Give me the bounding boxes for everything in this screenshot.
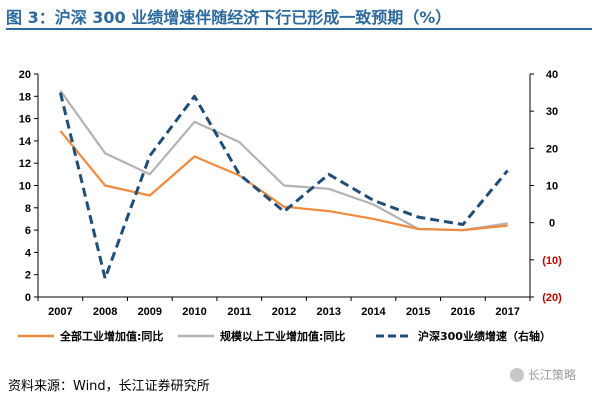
legend-item-industry: 全部工业增加值:同比 <box>18 329 163 343</box>
x-tick-label: 2015 <box>406 306 430 318</box>
x-tick-label: 2012 <box>272 306 296 318</box>
x-tick-label: 2008 <box>93 306 117 318</box>
legend-item-hs300: 沪深300业绩增速（右轴） <box>376 329 551 343</box>
right-tick-label: 10 <box>546 181 558 193</box>
left-tick-label: 10 <box>19 181 31 193</box>
left-tick-label: 18 <box>19 91 31 103</box>
figure-title: 图 3：沪深 300 业绩增速伴随经济下行已形成一致预期（%） <box>6 8 452 27</box>
series-industry-line <box>59 130 508 232</box>
right-tick-label: 40 <box>546 69 558 81</box>
series-above-scale-line <box>59 90 508 232</box>
left-tick-label: 12 <box>19 158 31 170</box>
series-group <box>58 90 509 280</box>
left-tick-label: 8 <box>25 203 31 215</box>
left-tick-label: 0 <box>25 292 31 304</box>
legend-label: 规模以上工业增加值:同比 <box>220 329 345 343</box>
wechat-icon <box>510 367 524 382</box>
x-tick-label: 2009 <box>138 306 162 318</box>
right-tick-label: (20) <box>542 292 562 304</box>
source-note: 资料来源：Wind，长江证券研究所 <box>8 379 210 394</box>
right-axis-ticks: (20) (10) 0 10 20 30 40 <box>530 69 562 304</box>
title-divider <box>6 28 592 30</box>
legend-label: 全部工业增加值:同比 <box>59 329 163 343</box>
right-tick-label: 20 <box>546 143 558 155</box>
x-tick-label: 2017 <box>495 306 519 318</box>
x-tick-label: 2011 <box>227 306 251 318</box>
x-tick-label: 2013 <box>316 306 340 318</box>
left-tick-label: 6 <box>25 225 31 237</box>
left-tick-label: 16 <box>19 114 31 126</box>
left-tick-label: 2 <box>25 270 31 282</box>
legend-item-above-scale: 规模以上工业增加值:同比 <box>178 329 345 343</box>
x-axis-ticks: 2007 2008 2009 2010 2011 2012 2013 2014 2015 2016… <box>37 297 531 318</box>
watermark-label: 长江策略 <box>528 368 577 382</box>
right-tick-label: 30 <box>546 106 558 118</box>
legend-label: 沪深300业绩增速（右轴） <box>418 329 551 343</box>
left-tick-label: 20 <box>19 69 31 81</box>
series-hs300-line <box>58 92 509 280</box>
right-tick-label: (10) <box>542 255 562 267</box>
right-tick-label: 0 <box>549 218 555 230</box>
watermark: 长江策略 <box>510 366 576 383</box>
chart-legend: 全部工业增加值:同比 规模以上工业增加值:同比 沪深300业绩增速（右轴） <box>18 329 551 343</box>
left-tick-label: 4 <box>25 247 32 259</box>
left-axis-ticks: 0 2 4 6 8 10 12 14 16 18 20 <box>19 69 38 304</box>
line-chart: 0 2 4 6 8 10 12 14 16 18 20 (20) (10) 0 10 20 30 40 2007… <box>18 69 562 343</box>
left-tick-label: 14 <box>19 136 32 148</box>
x-tick-label: 2016 <box>451 306 475 318</box>
x-tick-label: 2010 <box>182 306 206 318</box>
x-tick-label: 2007 <box>48 306 72 318</box>
x-tick-label: 2014 <box>361 306 386 318</box>
